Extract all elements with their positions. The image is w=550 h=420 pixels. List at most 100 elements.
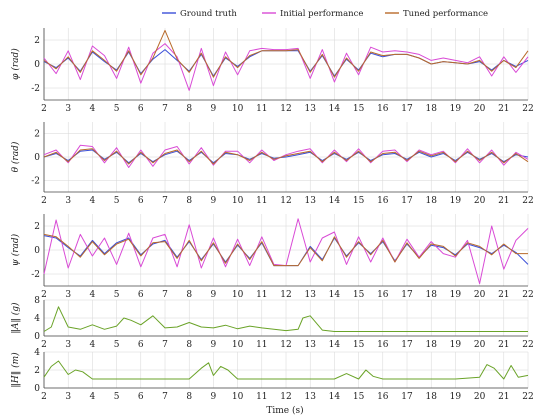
x-tick-label: 15 [353, 104, 365, 114]
y-tick-label: -2 [31, 176, 40, 186]
x-tick-label: 12 [280, 392, 291, 402]
x-tick-label: 6 [138, 340, 144, 350]
x-tick-label: 18 [425, 104, 437, 114]
x-tick-label: 13 [304, 340, 316, 350]
x-tick-label: 4 [90, 104, 96, 114]
x-tick-label: 20 [474, 104, 486, 114]
x-tick-label: 7 [162, 392, 168, 402]
x-tick-label: 6 [138, 392, 144, 402]
panel-3: 0 4 8 2 3 4 5 6 7 8 9 10 11 12 13 14 15 16 17 18 19 20 21 22 ‖A‖… [10, 296, 534, 350]
x-tick-label: 9 [211, 340, 217, 350]
x-tick-label: 8 [186, 104, 192, 114]
y-tick-label: 0 [34, 153, 40, 163]
x-tick-label: 19 [450, 290, 462, 300]
x-tick-label: 2 [41, 340, 47, 350]
x-tick-label: 3 [65, 340, 71, 350]
x-tick-label: 18 [425, 340, 437, 350]
y-axis-label: ‖H‖ (m) [10, 352, 21, 388]
x-tick-label: 8 [186, 290, 192, 300]
y-tick-label: -2 [31, 270, 40, 280]
x-tick-label: 2 [41, 196, 47, 206]
x-tick-label: 5 [114, 340, 120, 350]
x-tick-label: 11 [256, 340, 267, 350]
x-tick-label: 4 [90, 196, 96, 206]
x-tick-label: 10 [232, 340, 244, 350]
y-tick-label: 4 [34, 348, 40, 358]
y-tick-label: 2 [34, 130, 40, 140]
x-tick-label: 7 [162, 290, 168, 300]
x-tick-label: 16 [377, 104, 389, 114]
x-tick-label: 19 [450, 196, 462, 206]
x-tick-label: 5 [114, 290, 120, 300]
y-tick-label: 4 [34, 314, 40, 324]
x-tick-label: 7 [162, 104, 168, 114]
x-tick-label: 22 [522, 340, 533, 350]
y-axis-label: ψ (rad) [10, 233, 21, 266]
x-tick-label: 11 [256, 104, 267, 114]
x-tick-label: 5 [114, 392, 120, 402]
x-tick-label: 21 [498, 196, 509, 206]
y-tick-label: 2 [34, 366, 40, 376]
x-tick-label: 2 [41, 290, 47, 300]
x-tick-label: 6 [138, 290, 144, 300]
x-tick-label: 7 [162, 196, 168, 206]
x-tick-label: 20 [474, 392, 486, 402]
x-tick-label: 7 [162, 340, 168, 350]
x-tick-label: 4 [90, 290, 96, 300]
series-line-tuned-performance [43, 233, 528, 267]
x-tick-label: 3 [65, 392, 71, 402]
x-tick-label: 15 [353, 340, 365, 350]
series-line-magnitude [43, 360, 529, 380]
x-tick-label: 21 [498, 290, 509, 300]
y-tick-label: -2 [31, 84, 40, 94]
x-tick-label: 9 [211, 196, 217, 206]
x-tick-label: 15 [353, 392, 365, 402]
x-tick-label: 10 [232, 196, 244, 206]
x-tick-label: 4 [90, 340, 96, 350]
x-tick-label: 21 [498, 392, 509, 402]
y-tick-label: 0 [34, 384, 40, 394]
y-axis-label: ‖A‖ (g) [10, 302, 21, 334]
x-tick-label: 19 [450, 340, 462, 350]
x-tick-label: 16 [377, 196, 389, 206]
x-tick-label: 22 [522, 196, 533, 206]
x-tick-label: 3 [65, 104, 71, 114]
x-tick-label: 10 [232, 104, 244, 114]
y-tick-label: 8 [34, 296, 40, 306]
legend-label-0: Ground truth [180, 9, 237, 19]
x-tick-label: 14 [329, 196, 341, 206]
x-tick-label: 21 [498, 104, 509, 114]
x-tick-label: 20 [474, 196, 486, 206]
x-tick-label: 16 [377, 340, 389, 350]
x-tick-label: 5 [114, 196, 120, 206]
y-tick-label: 0 [34, 246, 40, 256]
x-tick-label: 10 [232, 290, 244, 300]
x-tick-label: 2 [41, 104, 47, 114]
x-tick-label: 13 [304, 392, 316, 402]
x-tick-label: 14 [329, 340, 341, 350]
x-tick-label: 17 [401, 392, 413, 402]
x-tick-label: 4 [90, 392, 96, 402]
series-line-magnitude [43, 306, 528, 332]
x-tick-label: 15 [353, 196, 365, 206]
x-tick-label: 18 [425, 392, 437, 402]
x-tick-label: 8 [186, 340, 192, 350]
x-tick-label: 3 [65, 290, 71, 300]
x-axis-label: Time (s) [266, 405, 303, 416]
x-tick-label: 21 [498, 340, 509, 350]
x-tick-label: 14 [329, 290, 341, 300]
x-tick-label: 12 [280, 290, 291, 300]
legend-label-2: Tuned performance [403, 9, 488, 19]
x-tick-label: 19 [450, 104, 462, 114]
x-tick-label: 17 [401, 196, 413, 206]
y-tick-label: 0 [34, 332, 40, 342]
x-tick-label: 13 [304, 104, 316, 114]
x-tick-label: 17 [401, 290, 413, 300]
series-line-tuned-performance [43, 148, 529, 165]
y-tick-label: 0 [34, 60, 40, 70]
x-tick-label: 9 [211, 290, 217, 300]
